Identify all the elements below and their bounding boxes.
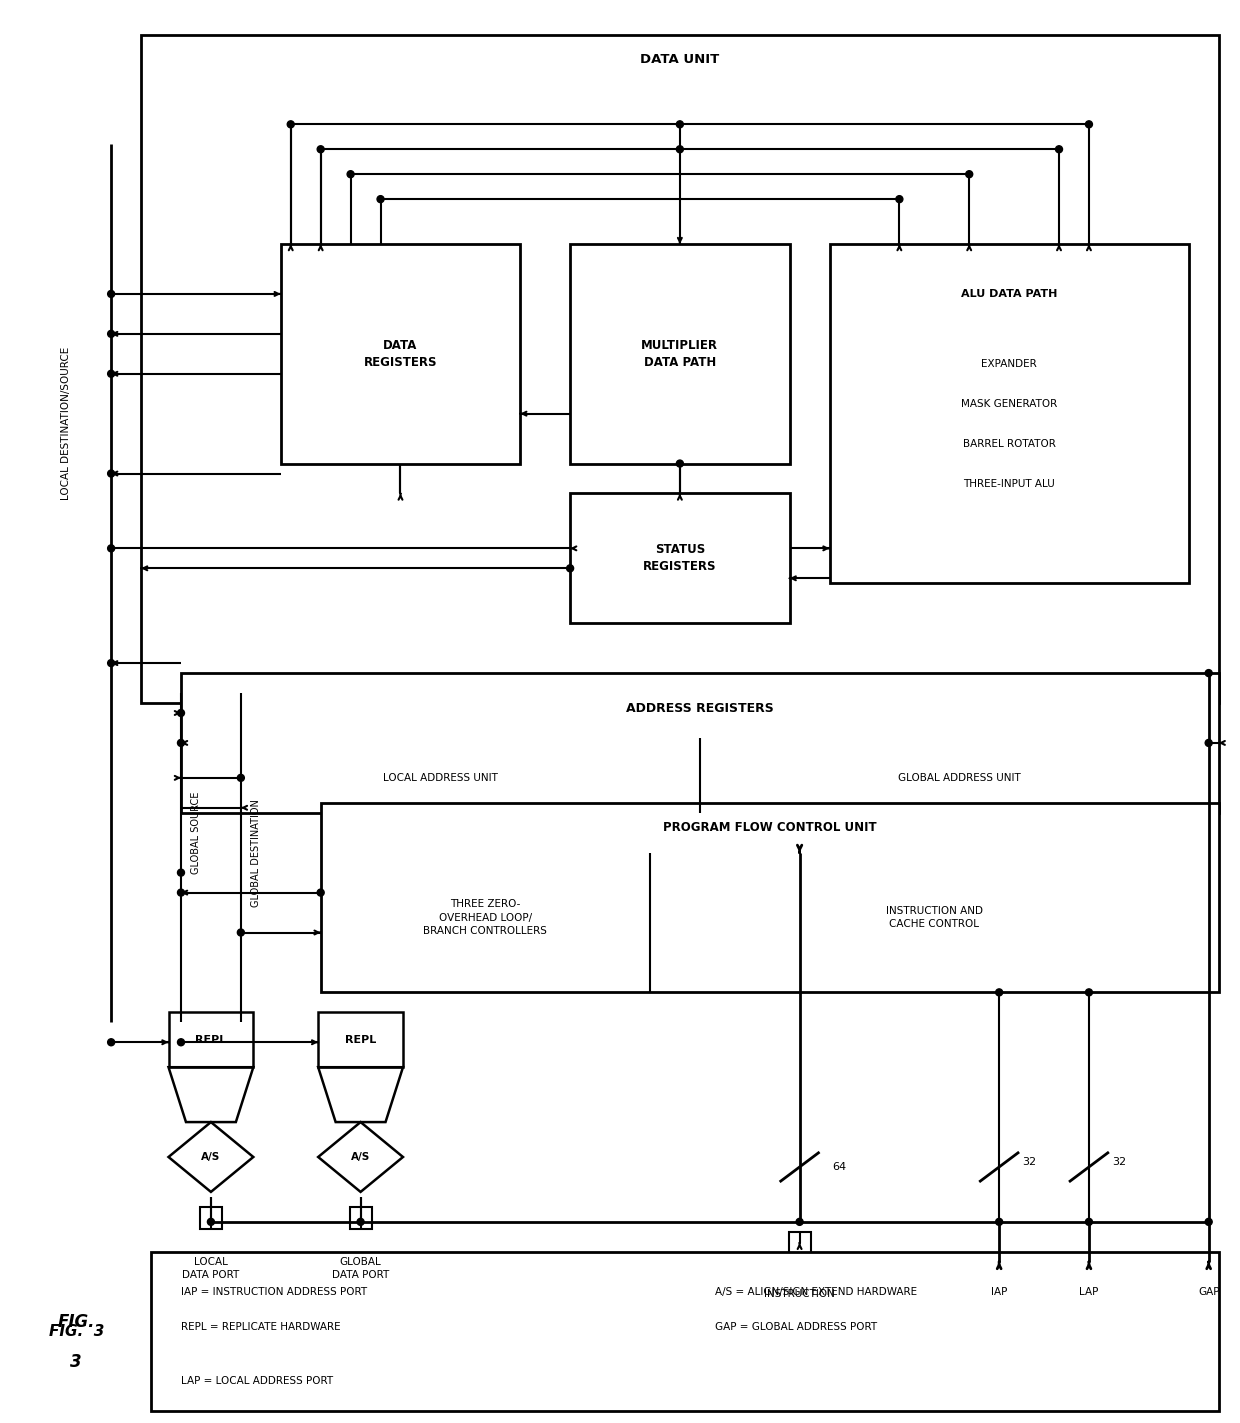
Circle shape	[177, 889, 185, 896]
Text: GLOBAL DESTINATION: GLOBAL DESTINATION	[250, 798, 260, 906]
Circle shape	[1205, 740, 1213, 747]
Circle shape	[177, 869, 185, 877]
Text: LOCAL
DATA PORT: LOCAL DATA PORT	[182, 1257, 239, 1281]
Circle shape	[1085, 121, 1092, 128]
Circle shape	[1085, 1218, 1092, 1225]
Circle shape	[966, 171, 972, 178]
Text: A/S = ALIGN/SIGN EXTEND HARDWARE: A/S = ALIGN/SIGN EXTEND HARDWARE	[714, 1286, 916, 1296]
Text: MASK GENERATOR: MASK GENERATOR	[961, 398, 1058, 408]
Text: FIG.: FIG.	[57, 1312, 95, 1331]
Circle shape	[108, 660, 114, 666]
Circle shape	[1205, 1218, 1213, 1225]
Text: EXPANDER: EXPANDER	[981, 359, 1037, 369]
Text: LAP = LOCAL ADDRESS PORT: LAP = LOCAL ADDRESS PORT	[181, 1376, 334, 1386]
Circle shape	[317, 889, 324, 896]
Bar	[151, 1252, 1219, 1412]
Bar	[169, 1012, 253, 1067]
Text: 32: 32	[1022, 1157, 1037, 1167]
Circle shape	[317, 145, 324, 152]
Text: LOCAL ADDRESS UNIT: LOCAL ADDRESS UNIT	[383, 773, 497, 783]
Circle shape	[347, 171, 355, 178]
Text: IAP: IAP	[991, 1286, 1007, 1296]
Bar	[789, 1232, 811, 1254]
Circle shape	[676, 460, 683, 467]
Text: PROGRAM FLOW CONTROL UNIT: PROGRAM FLOW CONTROL UNIT	[663, 821, 877, 834]
Text: DATA
REGISTERS: DATA REGISTERS	[363, 339, 438, 369]
Bar	[181, 673, 1219, 813]
Circle shape	[996, 989, 1003, 996]
Circle shape	[108, 470, 114, 477]
Circle shape	[237, 929, 244, 936]
Circle shape	[357, 1218, 365, 1225]
Bar	[570, 494, 790, 623]
Circle shape	[796, 1218, 804, 1225]
Circle shape	[177, 740, 185, 747]
Text: THREE-INPUT ALU: THREE-INPUT ALU	[963, 478, 1055, 488]
Text: GLOBAL ADDRESS UNIT: GLOBAL ADDRESS UNIT	[898, 773, 1021, 783]
Text: ADDRESS REGISTERS: ADDRESS REGISTERS	[626, 702, 774, 714]
Text: REPL: REPL	[195, 1035, 227, 1044]
Bar	[200, 1207, 222, 1229]
Bar	[321, 803, 1219, 992]
Text: MULTIPLIER
DATA PATH: MULTIPLIER DATA PATH	[641, 339, 718, 369]
Text: 64: 64	[832, 1163, 847, 1173]
Text: LAP: LAP	[1079, 1286, 1099, 1296]
Text: 3: 3	[71, 1352, 82, 1370]
Circle shape	[108, 370, 114, 377]
Text: GLOBAL SOURCE: GLOBAL SOURCE	[191, 791, 201, 874]
Text: STATUS
REGISTERS: STATUS REGISTERS	[644, 544, 717, 573]
Text: DATA UNIT: DATA UNIT	[640, 53, 719, 65]
Circle shape	[567, 565, 574, 572]
Text: THREE ZERO-
OVERHEAD LOOP/
BRANCH CONTROLLERS: THREE ZERO- OVERHEAD LOOP/ BRANCH CONTRO…	[423, 899, 547, 936]
Circle shape	[108, 330, 114, 337]
Text: A/S: A/S	[201, 1153, 221, 1163]
Text: GLOBAL
DATA PORT: GLOBAL DATA PORT	[332, 1257, 389, 1281]
Text: ALU DATA PATH: ALU DATA PATH	[961, 289, 1058, 299]
Circle shape	[207, 1218, 215, 1225]
Text: INSTRUCTION: INSTRUCTION	[764, 1289, 835, 1299]
Circle shape	[177, 1039, 185, 1046]
Bar	[350, 1207, 372, 1229]
Text: GAP = GLOBAL ADDRESS PORT: GAP = GLOBAL ADDRESS PORT	[714, 1322, 877, 1332]
Text: LOCAL DESTINATION/SOURCE: LOCAL DESTINATION/SOURCE	[61, 347, 71, 501]
Circle shape	[108, 290, 114, 297]
Circle shape	[108, 1039, 114, 1046]
Bar	[280, 245, 521, 464]
Text: IAP = INSTRUCTION ADDRESS PORT: IAP = INSTRUCTION ADDRESS PORT	[181, 1286, 367, 1296]
Circle shape	[1205, 670, 1213, 676]
Bar	[570, 245, 790, 464]
Text: A/S: A/S	[351, 1153, 371, 1163]
Text: REPL: REPL	[345, 1035, 376, 1044]
Circle shape	[676, 145, 683, 152]
Circle shape	[1055, 145, 1063, 152]
Circle shape	[237, 774, 244, 781]
Circle shape	[676, 121, 683, 128]
Circle shape	[1085, 989, 1092, 996]
Circle shape	[996, 1218, 1003, 1225]
Text: INSTRUCTION AND
CACHE CONTROL: INSTRUCTION AND CACHE CONTROL	[885, 906, 983, 929]
Text: GAP: GAP	[1198, 1286, 1219, 1296]
Circle shape	[377, 195, 384, 202]
Circle shape	[108, 545, 114, 552]
Circle shape	[177, 710, 185, 717]
Text: 32: 32	[1112, 1157, 1126, 1167]
Bar	[141, 34, 1219, 703]
Text: REPL = REPLICATE HARDWARE: REPL = REPLICATE HARDWARE	[181, 1322, 341, 1332]
Circle shape	[288, 121, 294, 128]
Text: FIG.  3: FIG. 3	[48, 1325, 104, 1339]
Circle shape	[895, 195, 903, 202]
Bar	[319, 1012, 403, 1067]
Text: BARREL ROTATOR: BARREL ROTATOR	[962, 438, 1055, 448]
Bar	[830, 245, 1189, 583]
